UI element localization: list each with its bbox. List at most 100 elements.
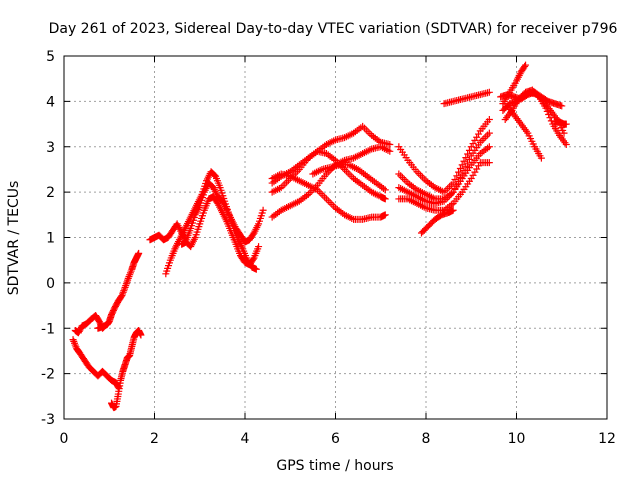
data-point [471, 168, 479, 176]
series-trace-3 [94, 249, 143, 332]
data-point [283, 178, 291, 186]
data-point [120, 285, 128, 293]
data-point [462, 163, 470, 171]
data-point [474, 162, 482, 170]
data-point [560, 129, 568, 137]
y-tick-label: 2 [46, 185, 55, 201]
chart-title: Day 261 of 2023, Sidereal Day-to-day VTE… [49, 21, 618, 37]
series-trace-18 [440, 88, 493, 108]
series-trace-15 [395, 143, 493, 207]
data-point [480, 135, 488, 143]
data-point [460, 157, 468, 165]
data-point [317, 189, 325, 197]
series-trace-4 [108, 327, 145, 412]
data-point [485, 116, 493, 124]
data-point [281, 180, 289, 188]
data-point [119, 288, 127, 296]
data-point [462, 154, 470, 162]
data-point [546, 114, 554, 122]
data-point [386, 140, 394, 148]
data-point [120, 287, 128, 295]
series-trace-12 [309, 161, 389, 194]
data-point [558, 102, 566, 110]
data-point [521, 62, 529, 70]
data-point [473, 165, 481, 173]
data-point [322, 195, 330, 203]
data-point [306, 189, 314, 197]
data-point [473, 133, 481, 141]
data-point [381, 186, 389, 194]
data-point [562, 120, 570, 128]
data-point [471, 136, 479, 144]
data-point [545, 111, 553, 119]
data-point [456, 165, 464, 173]
data-point [386, 147, 394, 155]
series-trace-11 [268, 170, 389, 223]
data-point [319, 191, 327, 199]
series-trace-23 [503, 102, 545, 162]
x-tick-label: 0 [60, 431, 69, 447]
data-point [542, 104, 550, 112]
data-point [537, 154, 545, 162]
data-point [455, 168, 463, 176]
x-tick-label: 8 [422, 431, 431, 447]
grid-lines [64, 56, 607, 419]
y-axis-ticks: -3 -2 -1 0 1 2 3 4 5 [41, 49, 607, 428]
data-point [135, 249, 143, 257]
data-point [485, 129, 493, 137]
data-point [328, 200, 336, 208]
data-point [364, 128, 372, 136]
series-trace-10 [268, 147, 389, 203]
data-point [474, 130, 482, 138]
data-point [449, 179, 457, 187]
x-axis-label: GPS time / hours [276, 458, 393, 474]
data-point [360, 124, 368, 132]
y-tick-label: -1 [41, 321, 55, 337]
y-tick-label: 3 [46, 140, 55, 156]
data-point [137, 331, 145, 339]
data-point [255, 243, 263, 251]
y-tick-label: 1 [46, 231, 55, 247]
data-point [562, 140, 570, 148]
data-point [330, 202, 338, 210]
data-point [119, 290, 127, 298]
data-point [453, 172, 461, 180]
data-point [485, 159, 493, 167]
y-tick-label: 5 [46, 49, 55, 65]
data-point [451, 175, 459, 183]
y-tick-label: -3 [41, 412, 55, 428]
x-tick-label: 2 [150, 431, 159, 447]
data-point [478, 136, 486, 144]
data-point [469, 171, 477, 179]
data-point [400, 175, 408, 183]
data-point [482, 133, 490, 141]
data-point [397, 172, 405, 180]
series-trace-16 [395, 159, 493, 214]
data-point [402, 177, 410, 185]
y-tick-label: 0 [46, 276, 55, 292]
data-point [346, 171, 354, 179]
data-point [464, 150, 472, 158]
x-tick-label: 6 [331, 431, 340, 447]
data-point [252, 265, 260, 273]
x-tick-label: 12 [598, 431, 616, 447]
data-point [381, 195, 389, 203]
data-point [398, 174, 406, 182]
data-point [342, 167, 350, 175]
x-axis-ticks: 0 2 4 6 8 10 12 [60, 56, 616, 447]
data-point [465, 155, 473, 163]
data-point [321, 193, 329, 201]
data-point [442, 186, 450, 194]
series-trace-6 [162, 168, 260, 278]
y-tick-label: -2 [41, 367, 55, 383]
data-point [418, 173, 426, 181]
y-tick-label: 4 [46, 94, 55, 110]
data-point [484, 131, 492, 139]
data-point [547, 117, 555, 125]
data-point [534, 91, 542, 99]
data-point [324, 197, 332, 205]
x-tick-label: 10 [508, 431, 526, 447]
data-point [381, 211, 389, 219]
x-tick-label: 4 [241, 431, 250, 447]
